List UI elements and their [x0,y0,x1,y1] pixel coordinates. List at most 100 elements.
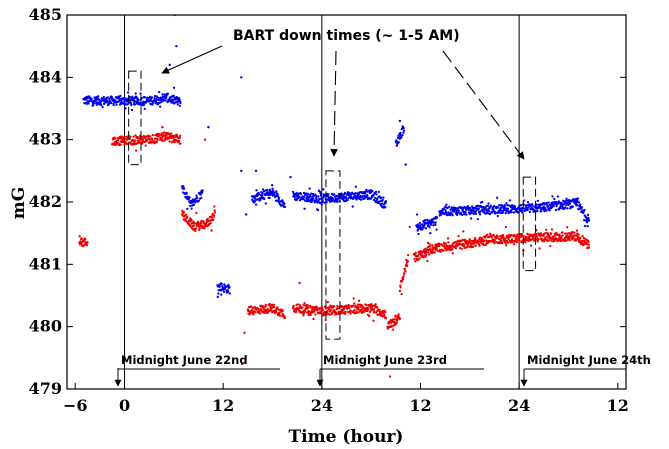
data-point [182,185,185,188]
data-point [303,310,307,313]
data-point [272,306,276,309]
data-point [418,257,421,260]
data-point [283,202,286,205]
data-point [540,209,543,213]
data-point [126,91,130,94]
data-point [421,228,424,231]
data-point [191,198,195,201]
data-point [546,204,550,208]
data-point [473,236,477,240]
data-point [210,219,213,222]
data-point [281,309,285,312]
data-point [344,195,347,199]
data-point [413,257,416,261]
data-point [132,138,135,142]
data-point [426,241,430,245]
data-point [444,208,447,212]
data-point [374,190,378,193]
data-point [435,216,439,219]
data-point [464,246,468,249]
data-point [182,187,186,190]
data-point [492,204,496,208]
data-point [201,189,204,192]
data-point [329,308,332,312]
data-point [129,135,132,138]
data-point [78,235,81,238]
data-point [222,290,226,293]
data-point [373,198,376,202]
data-point [372,319,375,322]
data-point [96,95,100,98]
data-point [445,203,448,206]
data-point [203,227,206,230]
data-point [134,92,137,95]
data-point [262,188,265,191]
data-point-outlier [207,126,210,129]
data-point [157,97,161,100]
data-point [124,107,127,110]
data-point [357,195,360,199]
data-point [442,207,445,210]
data-point [376,198,379,201]
data-point [377,190,381,194]
data-point [154,100,158,103]
bart-windows [128,70,537,340]
bart-arrow-2 [330,50,338,157]
data-point [545,228,548,231]
midnight-label-3: Midnight June 24th [527,353,651,367]
data-point [504,239,507,242]
data-point [389,318,392,322]
data-point [395,321,398,324]
data-point [346,310,349,313]
data-point [342,199,346,203]
data-point [312,197,315,200]
data-point [121,101,124,104]
data-point [478,213,482,216]
data-point [276,193,279,196]
data-point [423,224,426,227]
data-point [295,191,298,195]
data-point [500,209,503,212]
data-point [336,200,339,203]
data-point [99,100,103,103]
data-point [200,220,204,223]
data-point [106,96,109,99]
data-point [254,197,257,200]
data-point [261,193,264,197]
data-point [184,219,188,223]
y-tick-label: 484 [29,67,62,86]
data-point [277,308,280,311]
data-point-outlier [245,213,248,216]
data-point [391,328,395,331]
data-point [143,96,147,99]
data-point [154,137,157,140]
data-point [359,198,363,201]
data-point [504,212,507,215]
data-point [496,214,499,218]
data-point [200,196,203,200]
midnight-label-1: Midnight June 22nd [121,353,248,367]
data-point [134,149,138,152]
data-point [538,247,541,250]
data-point [428,226,431,229]
data-point [113,137,117,140]
data-point [150,96,154,99]
data-point [150,138,154,141]
data-point [269,309,273,312]
data-point [120,99,123,102]
data-point [172,94,175,97]
data-point [433,217,436,220]
data-point [569,234,572,238]
data-point [164,99,167,102]
data-point [395,139,398,142]
data-point [278,314,282,317]
data-point [505,244,508,247]
data-point [456,213,459,217]
data-point [574,201,578,205]
data-point [561,205,564,209]
data-point [253,310,257,314]
data-point [366,306,369,309]
data-point [95,103,98,106]
data-point [474,244,477,247]
data-point [349,309,352,312]
